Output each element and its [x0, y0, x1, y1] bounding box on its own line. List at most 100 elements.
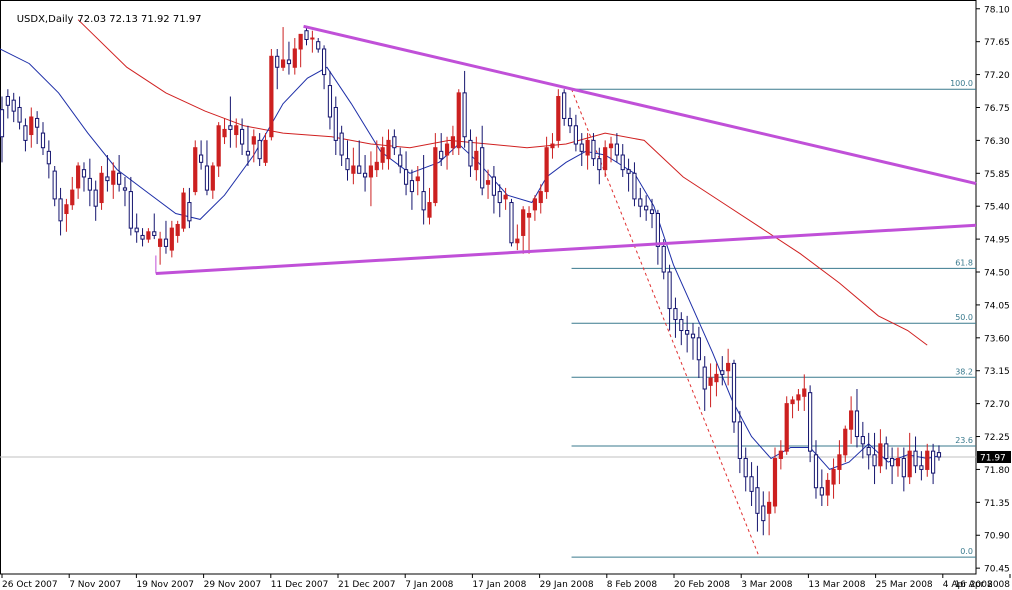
candle-body [5, 96, 10, 106]
candle-body [444, 143, 450, 156]
candle-body [854, 410, 860, 438]
candle-body [52, 170, 57, 200]
candle-body [263, 139, 268, 163]
candle-body [169, 227, 174, 251]
candle-body [35, 117, 40, 128]
candle-body [234, 125, 239, 136]
slow-moving-average-line [77, 19, 928, 346]
candle-body [40, 132, 46, 149]
fib-level-label: 0.0 [960, 547, 973, 556]
candle-body [158, 238, 163, 247]
x-tick-label: 3 Mar 2008 [741, 580, 793, 590]
candle-body [726, 362, 731, 372]
candle-body [521, 209, 526, 236]
candle-body [603, 147, 608, 171]
x-tick-label: 7 Jan 2008 [405, 580, 453, 590]
candle-body [649, 209, 655, 215]
candle-body [690, 333, 696, 339]
candle-body [644, 205, 649, 211]
y-tick-label: 70.90 [984, 532, 1010, 542]
candle-body [579, 143, 584, 152]
candle-body [679, 319, 684, 332]
fib-level-label: 50.0 [955, 313, 973, 322]
candle-body [210, 165, 215, 191]
candle-body [468, 139, 473, 167]
candle-body [140, 234, 145, 240]
candle-body [339, 132, 344, 156]
candle-body [895, 457, 901, 467]
y-tick-label: 71.80 [984, 466, 1010, 476]
candle-body [485, 180, 491, 185]
candle-body [860, 436, 865, 445]
candle-body [749, 476, 754, 492]
x-tick-label: 16 Apr 2008 [954, 580, 1010, 590]
candle-body [403, 169, 409, 185]
x-tick-label: 29 Jan 2008 [540, 580, 594, 590]
candle-body [538, 191, 543, 204]
candle-body [239, 128, 245, 145]
candle-body [849, 410, 854, 430]
fast-moving-average-line [0, 48, 938, 470]
y-tick-label: 77.65 [984, 38, 1010, 48]
candle-body [614, 143, 619, 156]
candle-body [755, 487, 760, 514]
candle-body [316, 41, 321, 50]
candle-body [480, 147, 485, 189]
candle-body [456, 92, 461, 149]
candle-body [398, 154, 403, 167]
x-tick-label: 19 Nov 2007 [136, 580, 194, 590]
candle-body [907, 450, 912, 478]
candle-body [181, 192, 186, 229]
candle-body [134, 227, 139, 233]
candle-body [585, 139, 590, 156]
candle-body [638, 198, 643, 207]
candle-body [128, 191, 133, 229]
candle-body [591, 139, 596, 160]
y-tick-label: 75.85 [984, 170, 1010, 180]
candle-body [737, 421, 742, 459]
candle-body [919, 465, 924, 470]
candle-body [573, 125, 578, 145]
y-tick-label: 73.15 [984, 367, 1010, 377]
candle-body [327, 85, 333, 118]
candle-body [450, 136, 456, 149]
candle-body [819, 487, 824, 496]
candle-body [199, 154, 204, 163]
candle-body [99, 172, 104, 204]
plot-frame [0, 0, 977, 575]
y-tick-label: 71.35 [984, 499, 1010, 509]
candle-body [831, 468, 836, 485]
candle-body [702, 366, 707, 390]
candle-body [626, 169, 631, 174]
candle-body [280, 59, 286, 68]
candle-body [667, 271, 672, 310]
candle-body [731, 362, 737, 423]
candle-body [216, 125, 221, 167]
fib-level-label: 38.2 [955, 367, 973, 376]
candle-body [778, 450, 783, 459]
candle-body [122, 187, 128, 191]
candle-body [474, 150, 479, 171]
candle-body [245, 150, 251, 156]
candle-body [433, 147, 438, 204]
candle-body [204, 165, 210, 191]
candle-body [497, 191, 502, 204]
candle-body [17, 106, 22, 123]
candle-body [936, 452, 942, 458]
candle-body [872, 454, 877, 467]
candle-body [526, 213, 532, 218]
candle-body [462, 92, 467, 138]
candle-body [421, 191, 426, 211]
x-tick-label: 25 Mar 2008 [876, 580, 933, 590]
candle-body [685, 330, 690, 335]
candle-body [76, 165, 81, 189]
candle-body [813, 454, 819, 489]
x-tick-label: 26 Oct 2007 [2, 580, 58, 590]
candle-body [544, 147, 549, 193]
candle-body [152, 231, 157, 236]
current-price-label: 71.97 [980, 454, 1006, 464]
y-tick-label: 77.20 [984, 71, 1010, 81]
y-tick-label: 76.30 [984, 137, 1010, 147]
x-tick-label: 21 Dec 2007 [338, 580, 396, 590]
